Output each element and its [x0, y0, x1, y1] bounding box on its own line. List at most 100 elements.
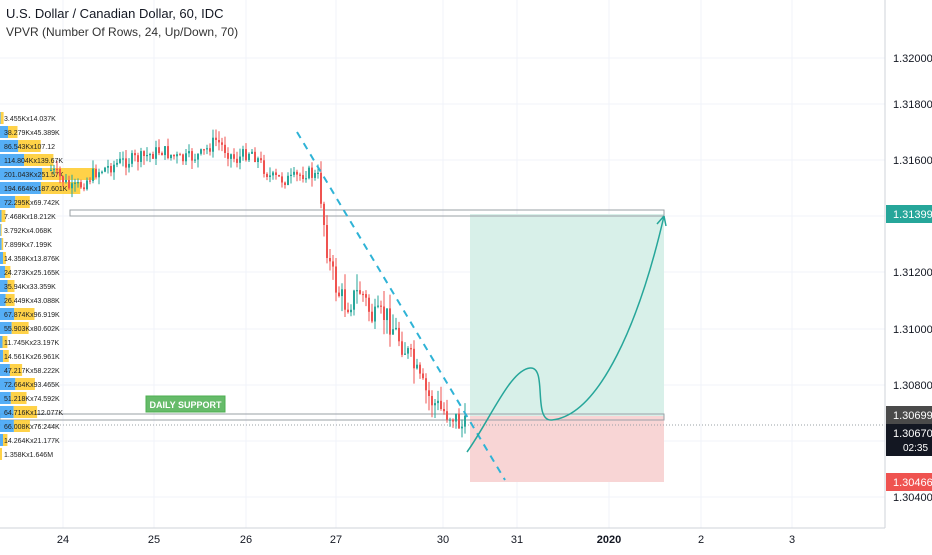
candle-body: [365, 294, 367, 298]
vp-row-label: 35.94Kx33.359K: [4, 284, 56, 291]
candle-body: [353, 290, 355, 310]
candle-body: [308, 167, 310, 179]
daily-support-annotation[interactable]: DAILY SUPPORT: [145, 395, 226, 413]
candle-body: [428, 390, 430, 396]
vp-up-bar: [0, 406, 14, 418]
volume-profile: 3.455Kx14.037K 38.279Kx45.389K 86.543Kx107…: [0, 112, 95, 460]
candle-body: [347, 309, 349, 313]
vp-down-bar: [1, 210, 6, 222]
vp-up-bar: [0, 322, 12, 334]
time-axis[interactable]: 24 25 26 27 30 31 2020 2 3: [0, 527, 885, 550]
vp-row-label: 201.043Kx251.57K: [4, 172, 64, 179]
projected-path[interactable]: [466, 215, 665, 453]
candle-body: [410, 348, 412, 350]
candle-body: [230, 154, 232, 159]
candle-body: [380, 305, 382, 307]
price-tick: 1.30800: [893, 380, 932, 392]
candle-body: [143, 151, 145, 156]
vp-row-label: 11.745Kx23.197K: [4, 340, 59, 347]
vp-row-label: 7.899Kx7.199K: [4, 242, 52, 249]
candle-body: [374, 306, 376, 322]
last-price-label: 1.30670: [893, 428, 932, 440]
vp-row-label: 7.468Kx18.212K: [4, 214, 56, 221]
candle-body: [221, 142, 223, 145]
loss-zone[interactable]: [470, 416, 664, 482]
vp-down-bar: [9, 364, 23, 376]
candle-body: [293, 171, 295, 175]
candle-body: [263, 160, 265, 174]
candle-body: [65, 180, 67, 183]
candle-body: [299, 174, 301, 176]
trendline[interactable]: [296, 131, 506, 481]
daily-support-label: DAILY SUPPORT: [149, 400, 222, 410]
candle-body: [134, 153, 136, 156]
vp-down-bar: [14, 308, 35, 320]
vp-up-bar: [0, 252, 3, 264]
candle-body: [113, 164, 115, 173]
candle-body: [431, 396, 433, 406]
vp-up-bar: [0, 280, 8, 292]
vp-row-label: 14.264Kx21.177K: [4, 438, 60, 445]
vp-row-label: 14.561Kx26.961K: [4, 354, 60, 361]
candle-body: [119, 158, 121, 163]
vp-up-bar: [0, 126, 8, 138]
candle-body: [137, 155, 139, 162]
candle-body: [341, 289, 343, 297]
time-tick: 27: [330, 534, 342, 546]
vp-up-bar: [0, 182, 41, 194]
candle-body: [191, 151, 193, 161]
price-axis[interactable]: 1.32000 1.31800 1.31600 1.31200 1.31000 …: [884, 0, 932, 550]
candle-body: [50, 169, 52, 172]
stop-price-label: 1.30466: [893, 477, 932, 489]
candle-body: [290, 174, 292, 176]
vp-down-bar: [42, 168, 95, 180]
candle-body: [200, 149, 202, 154]
indicator-legend[interactable]: VPVR (Number Of Rows, 24, Up/Down, 70): [6, 25, 239, 39]
resistance-level[interactable]: [69, 209, 665, 217]
candle-body: [323, 203, 325, 225]
candle-body: [158, 147, 160, 154]
candle-body: [251, 151, 253, 154]
candle-body: [161, 153, 163, 156]
vp-up-bar: [0, 168, 43, 180]
candle-body: [404, 353, 406, 355]
vp-down-bar: [3, 252, 6, 264]
chart-title[interactable]: U.S. Dollar / Canadian Dollar, 60, IDC: [6, 6, 224, 21]
candle-body: [170, 154, 172, 159]
time-tick: 2: [698, 534, 704, 546]
candle-body: [146, 155, 148, 157]
vp-row-label: 38.279Kx45.389K: [4, 130, 60, 137]
candle-body: [359, 290, 361, 294]
candle-body: [386, 308, 388, 321]
vp-down-bar: [40, 182, 81, 194]
vp-down-bar: [0, 112, 4, 124]
vp-up-bar: [0, 392, 11, 404]
candle-body: [89, 180, 91, 182]
entry-price-label: 1.30699: [893, 410, 932, 422]
candle-body: [425, 378, 427, 391]
candle-body: [398, 327, 400, 342]
vp-down-bar: [15, 378, 35, 390]
candle-body: [371, 311, 373, 322]
vp-up-bar: [0, 420, 14, 432]
profit-zone[interactable]: [470, 214, 664, 416]
candle-body: [401, 341, 403, 355]
candle-body: [224, 144, 226, 153]
candle-body: [164, 146, 166, 156]
target-price-badge: [886, 205, 932, 223]
vp-up-bar: [0, 112, 1, 124]
support-level[interactable]: [0, 413, 665, 421]
vp-down-bar: [11, 322, 29, 334]
vp-up-bar: [0, 378, 16, 390]
grid: [0, 0, 885, 528]
vp-down-bar: [15, 196, 30, 208]
candle-body: [104, 167, 106, 172]
candle-body: [383, 306, 385, 320]
candle-body: [239, 156, 241, 163]
candle-body: [350, 309, 352, 313]
candle-body: [332, 261, 334, 267]
candle-body: [389, 308, 391, 335]
candle-body: [197, 153, 199, 160]
